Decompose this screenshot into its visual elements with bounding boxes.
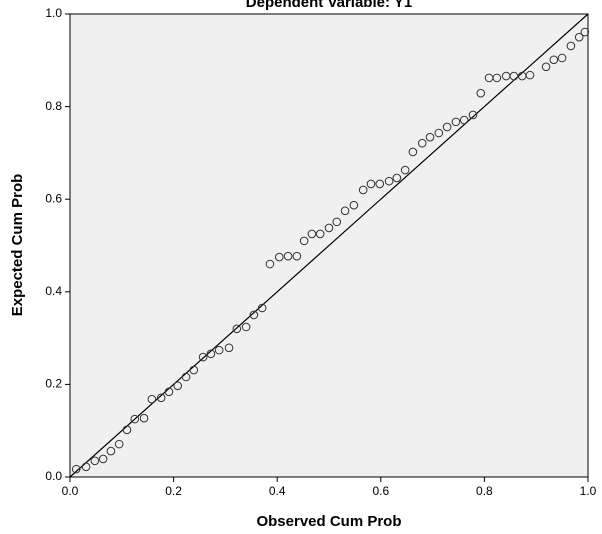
point bbox=[417, 138, 427, 148]
chart-title: Dependent Variable: Y1 bbox=[246, 0, 412, 11]
point bbox=[71, 464, 81, 474]
x-tick-label: 0.2 bbox=[165, 484, 182, 498]
point bbox=[164, 387, 174, 397]
x-tick-label: 0.0 bbox=[62, 484, 79, 498]
point bbox=[525, 70, 535, 80]
reference-line bbox=[69, 13, 589, 478]
point bbox=[442, 122, 452, 132]
point bbox=[451, 117, 461, 127]
point bbox=[549, 55, 559, 65]
point bbox=[476, 88, 486, 98]
point bbox=[181, 372, 191, 382]
x-tick-label: 0.6 bbox=[372, 484, 389, 498]
point bbox=[509, 71, 519, 81]
x-axis-label: Observed Cum Prob bbox=[256, 513, 401, 530]
point bbox=[122, 425, 132, 435]
point bbox=[206, 349, 216, 359]
point bbox=[232, 324, 242, 334]
point bbox=[434, 128, 444, 138]
point bbox=[375, 179, 385, 189]
point bbox=[224, 343, 234, 353]
point bbox=[130, 414, 140, 424]
point bbox=[198, 352, 208, 362]
y-tick-label: 0.2 bbox=[45, 377, 62, 391]
point bbox=[324, 223, 334, 233]
point bbox=[468, 110, 478, 120]
point bbox=[315, 229, 325, 239]
point bbox=[241, 322, 251, 332]
point bbox=[114, 439, 124, 449]
point bbox=[340, 206, 350, 216]
point bbox=[173, 381, 183, 391]
point bbox=[106, 446, 116, 456]
point bbox=[156, 393, 166, 403]
y-tick-label: 0.8 bbox=[45, 99, 62, 113]
point bbox=[265, 259, 275, 269]
point bbox=[566, 41, 576, 51]
point bbox=[147, 394, 157, 404]
point bbox=[274, 252, 284, 262]
y-axis-label: Expected Cum Prob bbox=[9, 174, 26, 317]
point bbox=[98, 454, 108, 464]
point bbox=[81, 462, 91, 472]
x-tick-label: 0.8 bbox=[476, 484, 493, 498]
point bbox=[400, 165, 410, 175]
point bbox=[492, 73, 502, 83]
point bbox=[249, 310, 259, 320]
point bbox=[349, 200, 359, 210]
point bbox=[408, 147, 418, 157]
point bbox=[139, 413, 149, 423]
point bbox=[366, 179, 376, 189]
point bbox=[257, 303, 267, 313]
point bbox=[90, 456, 100, 466]
point bbox=[332, 217, 342, 227]
point bbox=[189, 365, 199, 375]
point bbox=[392, 173, 402, 183]
y-tick-label: 0.4 bbox=[45, 284, 62, 298]
y-tick-label: 0.6 bbox=[45, 191, 62, 205]
y-tick-label: 0.0 bbox=[45, 469, 62, 483]
x-tick-label: 1.0 bbox=[580, 484, 597, 498]
point bbox=[459, 115, 469, 125]
x-tick-label: 0.4 bbox=[269, 484, 286, 498]
point bbox=[307, 229, 317, 239]
point bbox=[384, 176, 394, 186]
point bbox=[541, 62, 551, 72]
point bbox=[283, 251, 293, 261]
point bbox=[299, 236, 309, 246]
y-tick-label: 1.0 bbox=[45, 6, 62, 20]
point bbox=[574, 32, 584, 42]
point bbox=[358, 185, 368, 195]
point bbox=[214, 345, 224, 355]
point bbox=[580, 27, 590, 37]
point bbox=[557, 53, 567, 63]
point bbox=[425, 132, 435, 142]
point bbox=[292, 251, 302, 261]
